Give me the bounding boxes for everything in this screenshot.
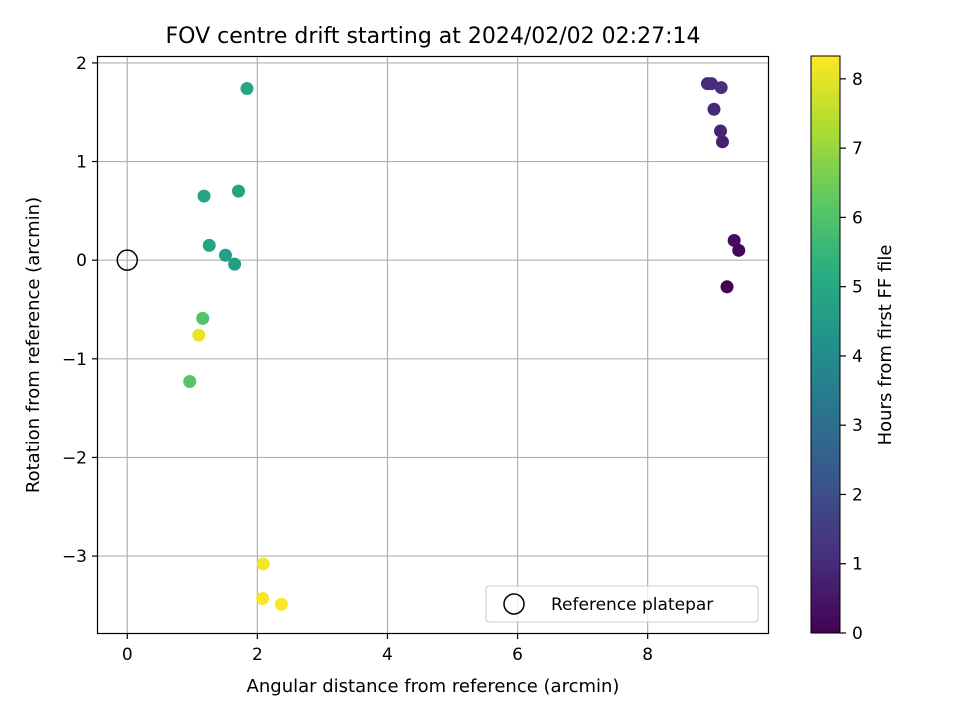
- colorbar-tick-label: 5: [852, 278, 863, 298]
- reference-marker: [116, 249, 139, 271]
- y-tick-label: −2: [62, 448, 87, 468]
- data-point: [714, 124, 728, 138]
- data-point: [202, 238, 216, 252]
- y-axis-label: Rotation from reference (arcmin): [23, 197, 44, 493]
- data-point: [256, 591, 270, 605]
- x-tick-label: 0: [122, 645, 133, 665]
- y-ticks: −3 −2 −1 0 1 2: [62, 54, 98, 567]
- colorbar-tick-label: 0: [852, 624, 863, 644]
- plot-frame: [96, 55, 770, 635]
- data-point: [732, 243, 746, 257]
- chart-title: FOV centre drift starting at 2024/02/02 …: [166, 24, 701, 49]
- x-tick-label: 2: [252, 645, 263, 665]
- colorbar-tick-label: 8: [852, 70, 863, 90]
- colorbar-tick-label: 2: [852, 485, 863, 505]
- data-point: [704, 77, 718, 91]
- legend-label: Reference platepar: [551, 595, 713, 615]
- x-tick-label: 8: [642, 645, 653, 665]
- colorbar: [810, 55, 841, 634]
- legend: Reference platepar: [485, 585, 759, 623]
- data-point: [256, 557, 270, 571]
- data-point: [727, 233, 741, 247]
- data-point: [232, 184, 246, 198]
- data-point: [196, 311, 210, 325]
- data-point: [240, 82, 254, 96]
- data-point: [715, 135, 729, 149]
- colorbar-tick-label: 1: [852, 555, 863, 575]
- x-tick-label: 4: [382, 645, 393, 665]
- data-point: [197, 189, 211, 203]
- colorbar-tick-label: 4: [852, 347, 863, 367]
- data-point: [218, 248, 232, 262]
- data-point: [192, 328, 206, 342]
- data-point: [720, 280, 734, 294]
- colorbar-tick-label: 6: [852, 208, 863, 228]
- data-point: [714, 81, 728, 95]
- y-tick-label: 2: [76, 54, 87, 74]
- colorbar-ticks: 0 1 2 3 4 5 6 7 8: [840, 70, 863, 644]
- colorbar-tick-label: 7: [852, 139, 863, 159]
- data-point: [274, 597, 288, 611]
- x-ticks: 0 2 4 6 8: [122, 633, 653, 665]
- x-tick-label: 6: [512, 645, 523, 665]
- legend-marker: [503, 593, 525, 615]
- y-tick-label: −3: [62, 547, 87, 567]
- grid-layer: [98, 57, 768, 633]
- y-tick-label: 0: [76, 251, 87, 271]
- y-tick-label: −1: [62, 350, 87, 370]
- data-point: [228, 257, 242, 271]
- points-layer: [183, 77, 746, 611]
- data-point: [707, 102, 721, 116]
- colorbar-label: Hours from first FF file: [875, 245, 896, 446]
- legend-box: [485, 585, 759, 623]
- y-tick-label: 1: [76, 153, 87, 173]
- colorbar-tick-label: 3: [852, 416, 863, 436]
- data-point: [183, 374, 197, 388]
- reference-layer: [116, 249, 139, 271]
- x-axis-label: Angular distance from reference (arcmin): [247, 676, 620, 697]
